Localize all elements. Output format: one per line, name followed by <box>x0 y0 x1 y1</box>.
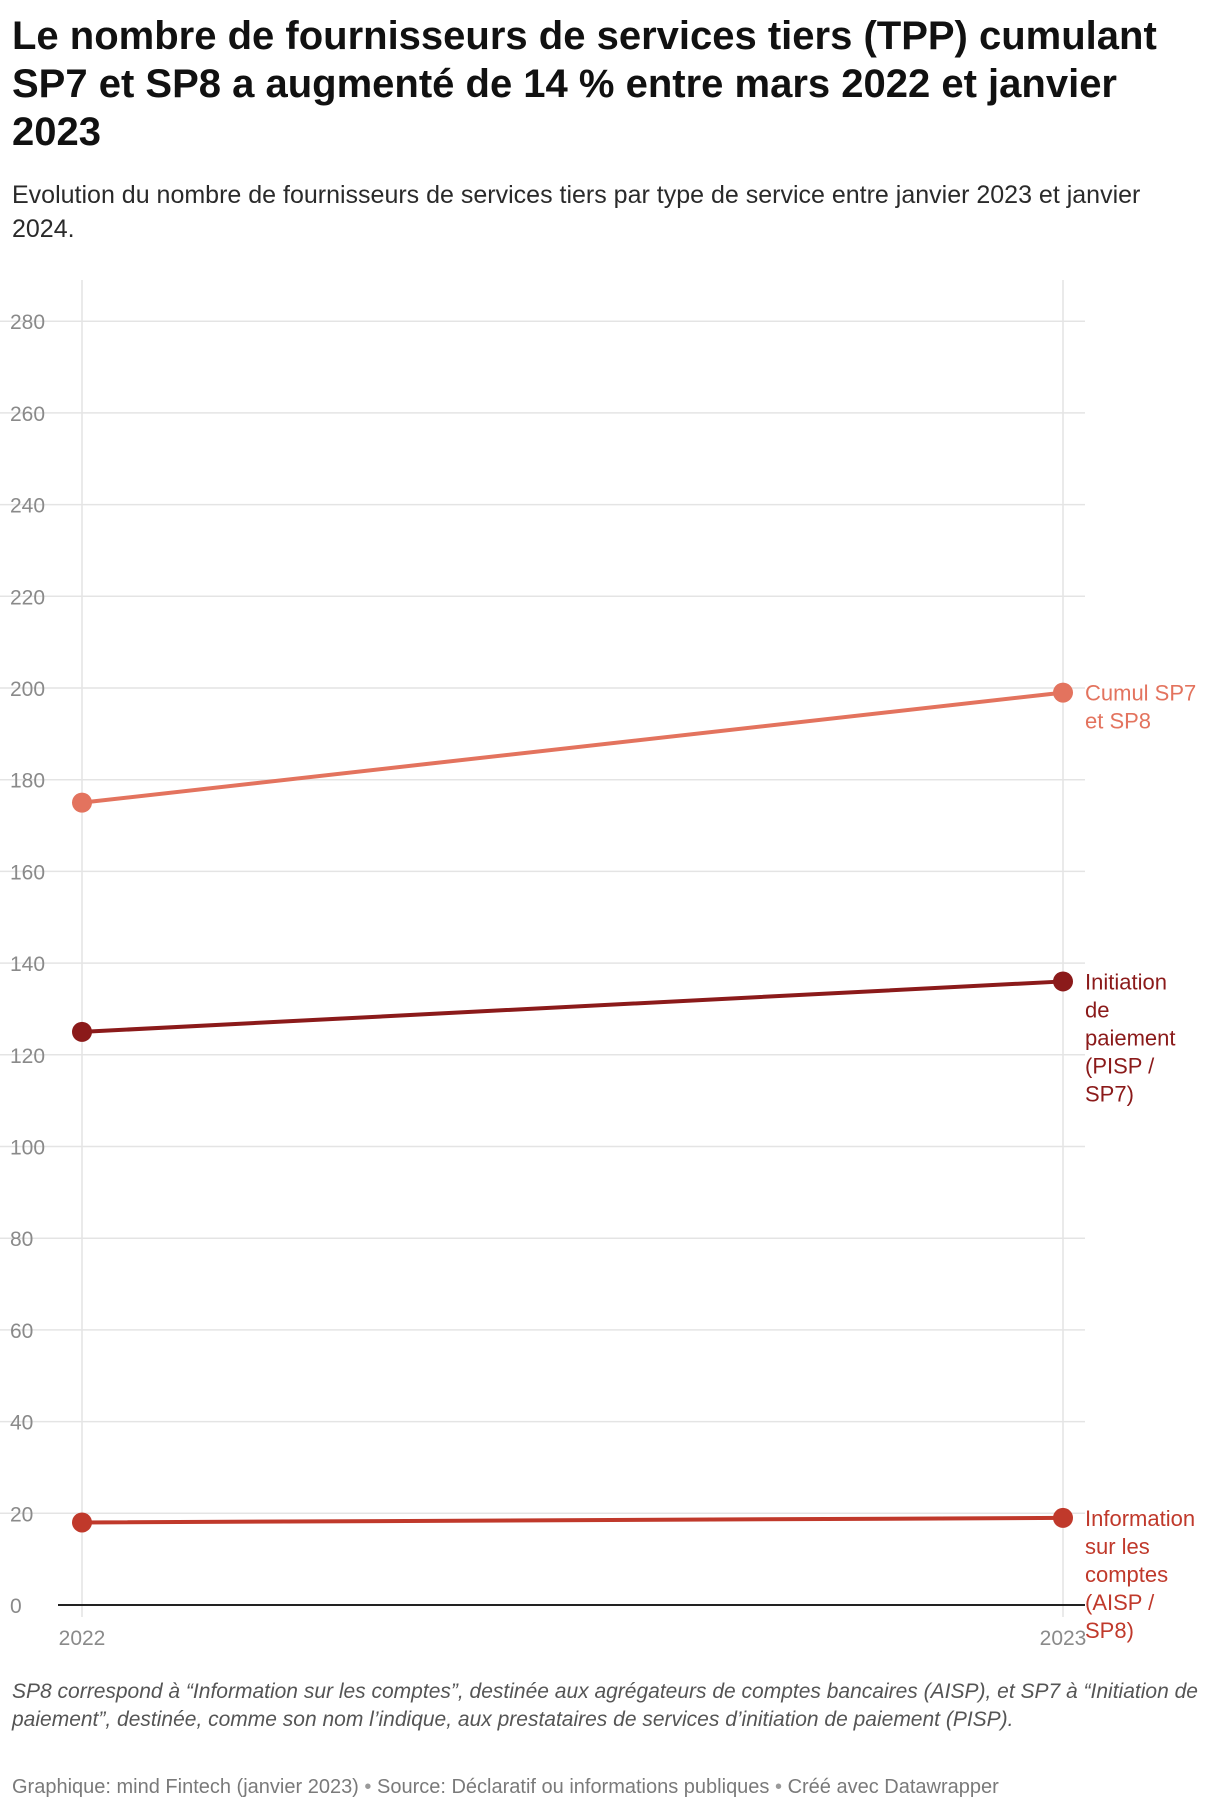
data-point <box>1053 682 1073 703</box>
series-label-line: Initiation <box>1085 969 1167 994</box>
y-tick-label: 40 <box>10 1412 33 1435</box>
series-label-line: (AISP / <box>1085 1590 1155 1615</box>
series-line <box>80 1515 1065 1525</box>
data-point <box>72 1512 92 1533</box>
series-line <box>80 690 1065 805</box>
line-chart: 0 20 40 60 80 100 120 140 160 180 200 220 240 260 280 2… <box>0 280 1196 1650</box>
y-tick-label: 280 <box>10 311 45 334</box>
y-tick-label: 220 <box>10 586 45 609</box>
footer-source: Source: Déclaratif ou informations publi… <box>377 1776 770 1798</box>
series-label: Information sur les comptes (AISP / SP8) <box>1085 1506 1195 1643</box>
x-tick-label: 2022 <box>59 1627 106 1650</box>
y-tick-label: 60 <box>10 1320 33 1343</box>
y-tick-label: 80 <box>10 1228 33 1251</box>
series-label-line: sur les <box>1085 1534 1150 1559</box>
y-tick-label: 240 <box>10 495 45 518</box>
footer-separator: • <box>775 1776 783 1798</box>
y-tick-label: 260 <box>10 403 45 426</box>
series-label-line: SP8) <box>1085 1618 1134 1643</box>
series-label-line: et SP8 <box>1085 709 1151 734</box>
y-tick-label: 120 <box>10 1045 45 1068</box>
data-point <box>1053 971 1073 992</box>
series-label-line: SP7) <box>1085 1081 1134 1106</box>
series-label: Initiation de paiement (PISP / SP7) <box>1085 969 1176 1106</box>
series-label-line: Information <box>1085 1506 1195 1531</box>
y-tick-label: 200 <box>10 678 45 701</box>
footer-tool: Créé avec Datawrapper <box>787 1776 999 1798</box>
x-tick-label: 2023 <box>1040 1627 1087 1650</box>
chart-subtitle: Evolution du nombre de fournisseurs de s… <box>12 181 1141 243</box>
y-tick-label: 0 <box>10 1595 22 1618</box>
footer-credit: Graphique: mind Fintech (janvier 2023) <box>12 1776 359 1798</box>
series-line <box>80 979 1065 1034</box>
data-point <box>1053 1507 1073 1528</box>
series-label-line: paiement <box>1085 1025 1176 1050</box>
footer-separator: • <box>364 1776 372 1798</box>
y-tick-label: 140 <box>10 953 45 976</box>
series-label-line: comptes <box>1085 1562 1168 1587</box>
series-label-line: Cumul SP7 <box>1085 681 1196 706</box>
y-tick-label: 160 <box>10 861 45 884</box>
chart-footer: Graphique: mind Fintech (janvier 2023) •… <box>12 1773 1207 1801</box>
series-label-line: de <box>1085 997 1109 1022</box>
y-tick-label: 100 <box>10 1137 45 1160</box>
y-tick-label: 20 <box>10 1503 33 1526</box>
series-label-line: (PISP / <box>1085 1053 1155 1078</box>
chart-notes: SP8 correspond à “Information sur les co… <box>12 1680 1198 1731</box>
series-label: Cumul SP7 et SP8 <box>1085 681 1196 734</box>
data-point <box>72 792 92 813</box>
data-point <box>72 1021 92 1042</box>
y-tick-label: 180 <box>10 770 45 793</box>
chart-title: Le nombre de fournisseurs de services ti… <box>12 14 1157 154</box>
